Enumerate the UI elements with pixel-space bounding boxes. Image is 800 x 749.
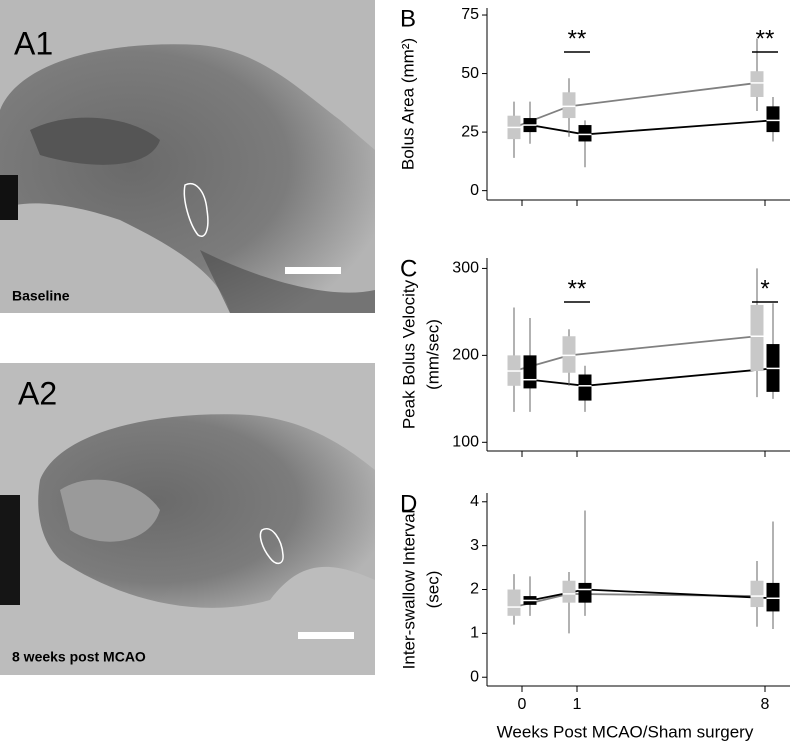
median-line xyxy=(513,82,758,129)
box xyxy=(562,336,576,373)
significance: ** xyxy=(568,25,587,52)
y-tick-label: 2 xyxy=(470,581,479,598)
y-tick-label: 100 xyxy=(452,434,479,451)
y-tick-label: 3 xyxy=(470,537,479,554)
significance: ** xyxy=(756,25,775,52)
x-tick-label: 0 xyxy=(518,696,527,713)
x-tick-label: 8 xyxy=(761,696,770,713)
x-tick-label: 1 xyxy=(573,696,582,713)
box xyxy=(578,125,592,142)
box xyxy=(578,374,592,401)
image-caption: 8 weeks post MCAO xyxy=(12,649,146,665)
panel-label: D xyxy=(400,490,417,517)
box xyxy=(523,355,537,389)
box xyxy=(562,580,576,603)
y-tick-label: 300 xyxy=(452,260,479,277)
y-axis-label: (sec) xyxy=(423,571,442,609)
y-tick-label: 75 xyxy=(461,6,479,23)
y-tick-label: 200 xyxy=(452,347,479,364)
median-line xyxy=(513,335,758,372)
significance: ** xyxy=(568,275,587,302)
y-tick-label: 50 xyxy=(461,65,479,82)
panel-label: A1 xyxy=(14,25,53,61)
significance: * xyxy=(760,275,769,302)
y-tick-label: 4 xyxy=(470,493,479,510)
box xyxy=(766,582,780,612)
y-axis-label: (mm/sec) xyxy=(423,319,442,390)
image-a1 xyxy=(0,0,375,314)
y-axis-label: Inter-swallow Interval xyxy=(399,510,418,670)
image-caption: Baseline xyxy=(12,288,70,304)
y-tick-label: 0 xyxy=(470,668,479,685)
y-axis-label: Bolus Area (mm²) xyxy=(398,38,417,170)
y-tick-label: 1 xyxy=(470,625,479,642)
image-a2 xyxy=(0,363,376,675)
panel-label: C xyxy=(400,255,417,282)
box xyxy=(750,580,764,608)
box xyxy=(750,304,764,372)
panel-label: A2 xyxy=(18,375,57,411)
median-line xyxy=(529,119,774,136)
box xyxy=(750,71,764,97)
box xyxy=(562,92,576,119)
y-tick-label: 25 xyxy=(461,123,479,140)
box xyxy=(578,582,592,603)
box xyxy=(507,589,521,616)
y-tick-label: 0 xyxy=(470,182,479,199)
panel-label: B xyxy=(400,5,416,32)
box xyxy=(766,106,780,133)
x-axis-label: Weeks Post MCAO/Sham surgery xyxy=(497,722,754,741)
y-axis-label: Peak Bolus Velocity xyxy=(399,279,418,429)
